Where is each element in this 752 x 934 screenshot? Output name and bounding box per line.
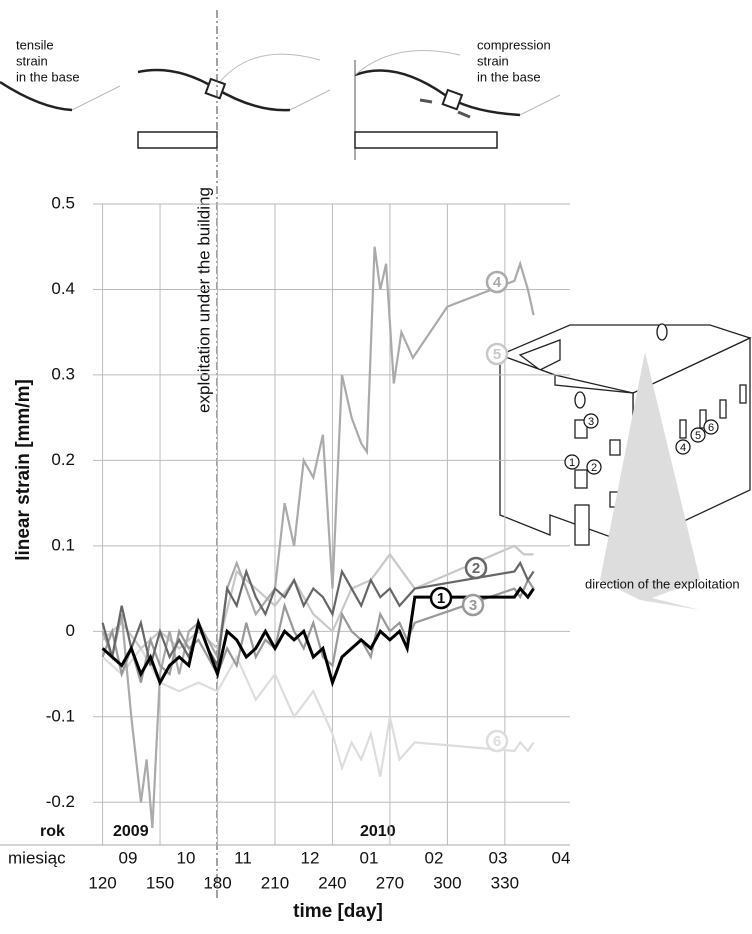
x-axis-title: time [day]: [293, 901, 383, 922]
y-tick-label: 0.5: [51, 193, 75, 212]
x-tick-label: 330: [491, 873, 519, 892]
tensile-line: tensile: [16, 37, 54, 52]
x-tick-label: 240: [318, 873, 346, 892]
month-label: 01: [360, 848, 379, 867]
y-axis-title: linear strain [mm/m]: [13, 379, 34, 561]
building-point-label: 3: [588, 416, 594, 428]
year: 2009: [113, 823, 149, 840]
series-label: 1: [437, 590, 445, 607]
building: [498, 323, 752, 610]
event-label: exploitation under the building: [194, 187, 213, 413]
x-tick-label: 120: [88, 873, 116, 892]
month-row-label: miesiąc: [8, 848, 66, 867]
building-badge: [583, 413, 599, 429]
series-label: 3: [469, 597, 477, 614]
series-badge: [485, 342, 509, 366]
series-badge: [485, 729, 509, 753]
building-point-label: 5: [695, 430, 701, 442]
x-tick-label: 270: [376, 873, 404, 892]
month-label: 11: [234, 848, 252, 867]
y-tick-label: -0.1: [46, 706, 75, 725]
series-badge: [461, 593, 485, 617]
month-label: 03: [489, 848, 508, 867]
y-tick-label: 0.2: [51, 450, 75, 469]
compression-line: compression: [477, 37, 551, 52]
compression-line: in the base: [477, 69, 541, 84]
series-badge: [485, 270, 509, 294]
diagrams: [0, 50, 561, 160]
series-line: [101, 646, 535, 777]
series-line: [101, 544, 534, 651]
series-label: 2: [472, 560, 480, 577]
building-point-label: 1: [569, 457, 575, 469]
series-label: 4: [493, 274, 502, 291]
building-badge: [586, 459, 602, 475]
y-tick-label: 0.4: [51, 279, 75, 298]
plot: [93, 203, 570, 845]
series-label: 5: [493, 346, 501, 363]
x-tick-label: 210: [261, 873, 289, 892]
y-tick-label: 0: [66, 621, 75, 640]
building-badge: [564, 454, 580, 470]
month-label: 10: [177, 848, 196, 867]
tensile-line: in the base: [16, 69, 80, 84]
tensile-line: strain: [16, 53, 48, 68]
series-line: [101, 586, 535, 688]
x-tick-label: 300: [433, 873, 461, 892]
month-label: 02: [425, 848, 444, 867]
month-label: 12: [301, 848, 320, 867]
year: 2010: [360, 823, 396, 840]
series-line: [101, 577, 535, 683]
series-line: [101, 560, 535, 669]
y-tick-label: 0.3: [51, 364, 75, 383]
series-badge: [464, 556, 488, 580]
building-point-label: 4: [680, 442, 686, 454]
series-label: 6: [493, 733, 501, 750]
y-tick-label: -0.2: [46, 792, 75, 811]
direction-label: direction of the exploitation: [585, 576, 740, 591]
series-badge: [429, 586, 453, 610]
year-row-label: rok: [40, 823, 65, 840]
month-label: 09: [119, 848, 138, 867]
y-tick-label: 0.1: [51, 535, 75, 554]
building-badge: [703, 419, 719, 435]
x-tick-label: 180: [203, 873, 231, 892]
x-tick-label: 150: [146, 873, 174, 892]
compression-line: strain: [477, 53, 509, 68]
building-badge: [690, 427, 706, 443]
building-badge: [675, 439, 691, 455]
month-label: 04: [552, 848, 571, 867]
building-point-label: 2: [591, 462, 597, 474]
series-line: [101, 246, 535, 828]
building-point-label: 6: [708, 422, 714, 434]
